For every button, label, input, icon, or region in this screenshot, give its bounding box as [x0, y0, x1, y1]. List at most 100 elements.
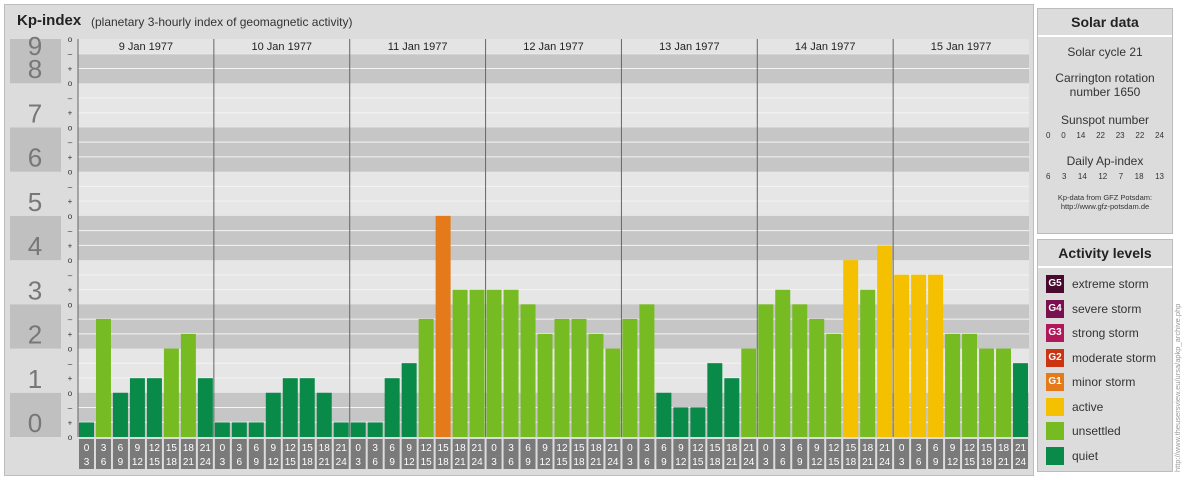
kp-bar	[775, 289, 791, 437]
y-tick-label: 4	[28, 231, 42, 261]
sunspot-value: 22	[1135, 131, 1145, 140]
interval-start-label: 0	[627, 443, 633, 454]
interval-box	[1013, 439, 1028, 469]
interval-end-label: 3	[491, 457, 497, 468]
interval-start-label: 21	[200, 443, 212, 454]
y-label-band	[10, 348, 61, 393]
interval-box	[316, 439, 332, 469]
interval-start-label: 6	[661, 443, 667, 454]
kp-bar	[758, 304, 774, 437]
interval-box	[571, 439, 587, 469]
kp-bar	[282, 378, 298, 437]
kp-bar	[418, 318, 434, 437]
interval-end-label: 9	[661, 457, 667, 468]
interval-end-label: 21	[183, 457, 195, 468]
interval-end-label: 3	[763, 457, 769, 468]
interval-start-label: 0	[84, 443, 90, 454]
kp-bar	[639, 304, 655, 437]
ap-value: 3	[1061, 172, 1067, 181]
interval-box	[996, 439, 1012, 469]
minor-tick-label: +	[68, 330, 73, 339]
kp-bar	[690, 407, 706, 437]
minor-tick-label: –	[68, 359, 73, 368]
interval-end-label: 24	[472, 457, 484, 468]
interval-end-label: 6	[101, 457, 107, 468]
kp-bar	[792, 304, 808, 437]
interval-box	[656, 439, 672, 469]
interval-end-label: 9	[797, 457, 803, 468]
interval-start-label: 0	[763, 443, 769, 454]
interval-end-label: 6	[644, 457, 650, 468]
interval-box	[877, 439, 893, 469]
interval-box	[333, 439, 349, 469]
interval-box	[129, 439, 145, 469]
kp-bar	[129, 378, 145, 437]
interval-end-label: 6	[237, 457, 243, 468]
kp-bar	[588, 333, 604, 437]
interval-end-label: 9	[933, 457, 939, 468]
interval-end-label: 12	[947, 457, 959, 468]
interval-start-label: 15	[981, 443, 993, 454]
activity-levels-panel: Activity levels G5 extreme storm G4 severe …	[1037, 239, 1173, 472]
y-tick-label: 2	[28, 320, 42, 350]
interval-end-label: 18	[302, 457, 314, 468]
minor-tick-label: o	[68, 168, 73, 177]
minor-tick-label: +	[68, 374, 73, 383]
legend-item: G5 extreme storm	[1046, 274, 1149, 294]
interval-start-label: 0	[220, 443, 226, 454]
interval-end-label: 6	[372, 457, 378, 468]
interval-start-label: 15	[438, 443, 450, 454]
minor-tick-label: o	[68, 300, 73, 309]
kp-bar	[299, 378, 315, 437]
interval-box	[622, 439, 638, 469]
kp-bar	[826, 333, 842, 437]
interval-start-label: 6	[389, 443, 395, 454]
interval-box	[282, 439, 298, 469]
minor-tick-label: +	[68, 109, 73, 118]
interval-start-label: 18	[590, 443, 602, 454]
interval-end-label: 18	[438, 457, 450, 468]
kp-bar	[214, 422, 230, 437]
interval-start-label: 9	[678, 443, 684, 454]
interval-start-label: 6	[118, 443, 124, 454]
carrington-line-1: Carrington rotation	[1055, 71, 1155, 85]
sunspot-value: 22	[1096, 131, 1105, 140]
kp-bar	[1013, 363, 1028, 437]
ap-value: 6	[1046, 172, 1051, 181]
legend-label: quiet	[1072, 448, 1099, 463]
interval-start-label: 9	[406, 443, 412, 454]
day-label: 10 Jan 1977	[252, 41, 313, 53]
kp-bar	[367, 422, 383, 437]
day-label: 15 Jan 1977	[931, 41, 992, 53]
source-watermark: http://www.theusersview.eu/ursa/apkp_arc…	[1173, 303, 1182, 472]
kp-bar	[571, 318, 587, 437]
y-tick-label: 6	[28, 143, 42, 173]
interval-start-label: 15	[709, 443, 721, 454]
interval-end-label: 21	[455, 457, 467, 468]
interval-start-label: 15	[166, 443, 178, 454]
interval-end-label: 21	[998, 457, 1010, 468]
interval-box	[367, 439, 383, 469]
y-tick-label: 0	[28, 408, 42, 438]
minor-tick-label: o	[68, 35, 73, 44]
interval-end-label: 24	[607, 457, 619, 468]
y-label-band	[10, 392, 61, 437]
interval-box	[639, 439, 655, 469]
interval-start-label: 12	[692, 443, 704, 454]
interval-start-label: 18	[862, 443, 874, 454]
interval-end-label: 15	[964, 457, 976, 468]
interval-box	[503, 439, 519, 469]
y-label-band	[10, 304, 61, 349]
kp-bar	[979, 348, 995, 437]
legend-item: unsettled	[1046, 421, 1121, 441]
minor-tick-label: o	[68, 433, 73, 442]
kp-bar	[860, 289, 876, 437]
interval-start-label: 6	[933, 443, 939, 454]
ap-value: 13	[1155, 172, 1164, 181]
y-label-band	[10, 215, 61, 261]
interval-start-label: 15	[302, 443, 314, 454]
kp-bar	[945, 333, 961, 437]
interval-box	[741, 439, 757, 469]
legend-swatch: G2	[1046, 348, 1064, 367]
interval-box	[248, 439, 264, 469]
